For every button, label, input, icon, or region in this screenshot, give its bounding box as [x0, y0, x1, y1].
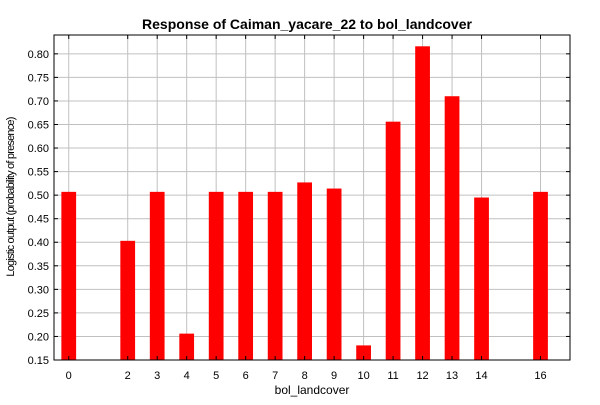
bar-0 [61, 191, 77, 360]
y-tick-label: 0.50 [28, 190, 49, 202]
y-tick-label: 0.60 [28, 143, 49, 155]
x-axis-ticks: 0 2 3 4 5 6 7 8 9 10 11 12 13 14 16 [66, 35, 547, 382]
bar-16 [533, 191, 548, 360]
y-tick-label: 0.55 [28, 167, 49, 179]
bar-6 [238, 191, 254, 360]
x-tick-label: 5 [213, 370, 219, 382]
x-tick-label: 6 [243, 370, 249, 382]
y-axis-ticks: 0.15 0.20 0.25 0.30 0.35 0.40 0.45 0.50 0.55 0.60… [28, 49, 570, 367]
chart-title: Response of Caiman_yacare_22 to bol_land… [142, 16, 472, 32]
y-tick-label: 0.75 [28, 72, 49, 84]
x-tick-label: 11 [387, 370, 398, 382]
x-tick-label: 8 [302, 370, 308, 382]
x-tick-label: 13 [446, 370, 458, 382]
x-tick-label: 14 [475, 370, 487, 382]
x-tick-label: 0 [66, 370, 72, 382]
x-tick-label: 9 [331, 370, 337, 382]
bar-4 [179, 333, 195, 360]
x-tick-label: 4 [184, 370, 190, 382]
y-axis-label: Logistic output (probability of presence… [5, 117, 17, 276]
bar-8 [297, 182, 312, 360]
bar-2 [120, 240, 136, 360]
bar-14 [474, 197, 489, 360]
bar-10 [356, 345, 371, 360]
bars [61, 46, 548, 361]
plot-frame [53, 34, 571, 361]
bar-3 [149, 191, 165, 360]
y-tick-label: 0.65 [28, 119, 49, 131]
x-tick-label: 7 [272, 370, 278, 382]
y-tick-label: 0.70 [28, 96, 49, 108]
y-tick-label: 0.35 [28, 261, 49, 273]
y-tick-label: 0.15 [28, 355, 49, 367]
x-tick-label: 3 [154, 370, 160, 382]
bar-13 [444, 96, 460, 361]
bar-12 [415, 46, 430, 360]
bar-9 [326, 188, 342, 360]
x-tick-label: 2 [125, 370, 131, 382]
y-tick-label: 0.25 [28, 308, 49, 320]
bar-7 [267, 191, 283, 360]
bar-11 [385, 121, 401, 361]
x-tick-label: 10 [357, 370, 369, 382]
y-tick-label: 0.30 [28, 284, 49, 296]
y-tick-label: 0.40 [28, 237, 49, 249]
bar-5 [208, 191, 224, 360]
x-axis-label: bol_landcover [275, 383, 350, 397]
x-tick-label: 12 [416, 370, 428, 382]
y-tick-label: 0.45 [28, 214, 49, 226]
x-tick-label: 16 [534, 370, 546, 382]
y-tick-label: 0.20 [28, 331, 49, 343]
y-tick-label: 0.80 [28, 49, 49, 61]
